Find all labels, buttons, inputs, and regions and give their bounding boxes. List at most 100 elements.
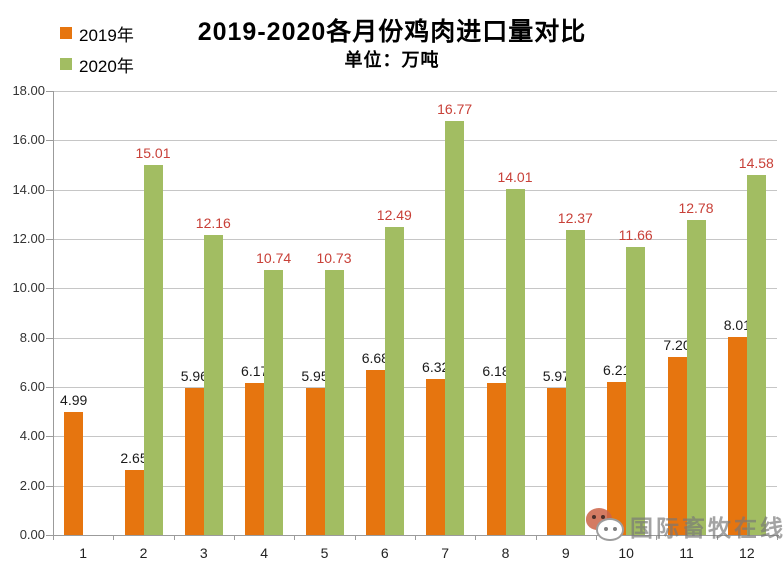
bar-2019年-month-8 <box>486 382 506 535</box>
bar-2020年-month-11 <box>686 219 706 535</box>
x-tick-mark <box>656 535 658 540</box>
value-label-2019年-month-5: 5.95 <box>301 368 329 385</box>
value-label-2020年-month-4: 10.74 <box>256 250 292 267</box>
y-tick-mark <box>46 288 53 290</box>
x-tick-mark <box>234 535 235 540</box>
x-tick-label-month-3: 3 <box>199 545 208 561</box>
gridline <box>53 91 777 92</box>
x-tick-label-month-5: 5 <box>320 545 329 561</box>
value-label-2019年-month-2: 2.65 <box>120 449 148 466</box>
x-tick-label-month-6: 6 <box>380 545 389 561</box>
legend-item-2019: 2019年 <box>60 20 134 46</box>
x-tick-label-month-4: 4 <box>260 545 269 561</box>
bar-2020年-month-6 <box>384 226 404 535</box>
y-tick-mark <box>46 436 53 438</box>
value-label-2020年-month-12: 14.58 <box>738 155 774 172</box>
chart-legend: 2019年 2020年 <box>60 20 134 82</box>
chart-subtitle: 单位：万吨 <box>344 50 440 70</box>
y-tick-label: 18.00 <box>12 83 45 98</box>
legend-item-2020: 2020年 <box>60 51 134 77</box>
x-tick-label-month-8: 8 <box>501 545 510 561</box>
gridline <box>53 140 777 142</box>
y-tick-label: 14.00 <box>12 181 45 197</box>
bar-2019年-month-6 <box>365 370 385 535</box>
bar-2019年-month-5 <box>305 388 325 535</box>
wechat-icon <box>584 505 626 547</box>
x-tick-mark <box>294 535 296 540</box>
x-tick-label-month-10: 10 <box>618 545 634 561</box>
bar-2019年-month-3 <box>184 387 204 535</box>
bar-2019年-month-4 <box>245 382 265 535</box>
gridline <box>53 288 777 290</box>
bar-2020年-month-12 <box>746 175 766 535</box>
value-label-2019年-month-3: 5.96 <box>180 367 208 384</box>
bar-2020年-month-2 <box>143 164 163 535</box>
wechat-bubble-front-icon <box>596 518 624 541</box>
value-label-2020年-month-2: 15.01 <box>135 144 171 161</box>
value-label-2019年-month-1: 4.99 <box>60 391 88 408</box>
bar-2019年-month-7 <box>426 379 446 535</box>
bar-2020年-month-9 <box>565 229 585 535</box>
x-tick-mark <box>173 535 175 540</box>
bar-2020年-month-4 <box>264 270 284 535</box>
value-label-2020年-month-9: 12.37 <box>557 209 593 226</box>
x-axis-line <box>53 535 779 536</box>
value-label-2019年-month-4: 6.17 <box>241 362 269 379</box>
bar-2019年-month-1 <box>64 411 84 535</box>
y-tick-mark <box>46 337 53 339</box>
gridline <box>53 239 777 240</box>
y-tick-mark <box>46 189 53 191</box>
x-tick-mark <box>777 535 778 540</box>
bar-2020年-month-10 <box>626 247 646 535</box>
x-tick-label-month-1: 1 <box>79 545 88 561</box>
value-label-2019年-month-8: 6.18 <box>482 362 510 379</box>
x-tick-mark <box>596 535 597 540</box>
x-tick-mark <box>354 535 356 540</box>
bar-2020年-month-3 <box>203 235 223 535</box>
y-tick-mark <box>46 535 53 536</box>
y-tick-mark <box>46 485 53 487</box>
chart-title: 2019-2020各月份鸡肉进口量对比 <box>197 18 587 46</box>
gridline <box>53 189 777 191</box>
x-tick-label-month-9: 9 <box>561 545 570 561</box>
x-tick-mark <box>475 535 477 540</box>
value-label-2019年-month-10: 6.21 <box>603 361 631 378</box>
y-tick-label: 2.00 <box>19 477 45 493</box>
y-tick-mark <box>46 91 53 92</box>
value-label-2019年-month-7: 6.32 <box>422 359 450 376</box>
y-tick-label: 16.00 <box>12 132 45 148</box>
legend-label-2019: 2019年 <box>79 25 134 45</box>
bar-2019年-month-10 <box>607 381 627 535</box>
y-tick-label: 0.00 <box>19 527 45 542</box>
bar-2019年-month-12 <box>727 337 747 535</box>
value-label-2020年-month-11: 12.78 <box>678 199 714 216</box>
watermark-text: 国际畜牧在线 <box>630 515 784 541</box>
gridline <box>53 337 777 339</box>
bar-2020年-month-5 <box>324 270 344 535</box>
y-tick-label: 10.00 <box>12 280 45 296</box>
legend-swatch-2019 <box>60 27 72 39</box>
value-label-2019年-month-12: 8.01 <box>723 317 751 334</box>
value-label-2019年-month-11: 7.20 <box>663 337 691 354</box>
bar-2020年-month-7 <box>445 121 465 535</box>
y-tick-label: 12.00 <box>12 231 45 246</box>
value-label-2020年-month-6: 12.49 <box>376 206 412 223</box>
gridline <box>53 436 777 438</box>
y-tick-label: 6.00 <box>19 379 45 394</box>
bar-2020年-month-8 <box>505 189 525 535</box>
x-tick-label-month-11: 11 <box>679 545 694 561</box>
y-tick-mark <box>46 239 53 240</box>
x-tick-mark <box>113 535 115 540</box>
y-axis-line <box>53 91 54 535</box>
value-label-2020年-month-10: 11.66 <box>618 227 653 244</box>
bar-2019年-month-9 <box>546 387 566 535</box>
y-tick-mark <box>46 387 53 388</box>
legend-label-2020: 2020年 <box>79 56 134 76</box>
watermark: 国际畜牧在线 <box>584 505 784 547</box>
x-tick-mark <box>716 535 718 540</box>
bar-2019年-month-2 <box>124 469 144 535</box>
gridline <box>53 485 777 487</box>
y-tick-mark <box>46 140 53 142</box>
